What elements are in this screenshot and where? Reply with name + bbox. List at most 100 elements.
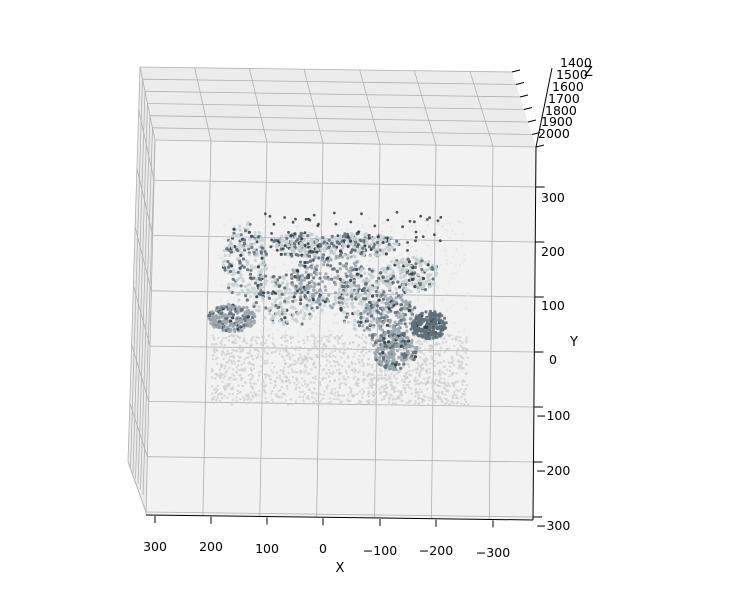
cloud-point [417, 397, 420, 400]
cloud-point [300, 322, 304, 326]
cloud-point [357, 324, 362, 328]
z-tick-label: 2000 [538, 126, 570, 141]
cloud-point [373, 351, 377, 355]
cloud-point [326, 263, 330, 267]
cloud-point [210, 385, 214, 388]
cloud-point [297, 275, 302, 279]
cloud-point [223, 367, 226, 370]
cloud-point [223, 285, 226, 288]
cloud-point [258, 370, 261, 374]
cloud-point [391, 333, 395, 337]
cloud-point [335, 240, 339, 244]
cloud-point [460, 360, 463, 364]
cloud-point [325, 234, 328, 237]
cloud-point [289, 341, 293, 344]
cloud-point [443, 372, 447, 376]
cloud-point [427, 403, 430, 406]
cloud-point [243, 318, 247, 323]
cloud-point [221, 380, 224, 383]
cloud-point [255, 342, 258, 345]
cloud-point [312, 335, 315, 338]
cloud-point [229, 250, 233, 254]
cloud-point [399, 393, 403, 396]
cloud-point [286, 403, 290, 406]
cloud-point [422, 284, 426, 288]
cloud-point [241, 277, 245, 281]
cloud-point [306, 335, 309, 339]
cloud-point [218, 368, 222, 371]
cloud-point [444, 228, 447, 231]
cloud-point [358, 400, 361, 403]
cloud-point [294, 370, 297, 374]
cloud-point [300, 244, 304, 248]
cloud-point [266, 345, 270, 349]
cloud-point [289, 261, 293, 265]
cloud-point [352, 305, 356, 309]
cloud-point [247, 253, 251, 257]
cloud-point [422, 317, 426, 321]
cloud-point [300, 377, 304, 380]
cloud-point [370, 276, 374, 280]
cloud-point [302, 302, 306, 305]
cloud-point [455, 396, 458, 400]
cloud-point [243, 313, 247, 317]
cloud-point [253, 292, 257, 296]
cloud-point [431, 363, 435, 366]
cloud-point [427, 285, 431, 289]
cloud-point [420, 397, 423, 400]
cloud-point [364, 378, 367, 381]
cloud-point [245, 305, 249, 310]
cloud-point [341, 279, 345, 283]
cloud-point [251, 374, 255, 377]
cloud-point [373, 261, 377, 264]
cloud-point [340, 334, 344, 338]
cloud-point [452, 396, 455, 399]
cloud-point [388, 324, 392, 328]
cloud-point [303, 346, 307, 350]
cloud-point [290, 254, 294, 258]
cloud-point [328, 397, 332, 400]
cloud-point [283, 286, 287, 290]
cloud-point [387, 359, 391, 363]
cloud-point [284, 336, 287, 339]
cloud-point [434, 271, 439, 275]
cloud-point [465, 347, 469, 351]
cloud-point [244, 381, 247, 384]
cloud-point [437, 342, 441, 346]
cloud-point [303, 231, 307, 235]
cloud-point [267, 307, 271, 311]
cloud-point [274, 380, 277, 384]
cloud-point [306, 360, 309, 363]
cloud-point [239, 308, 244, 312]
cloud-point [441, 300, 444, 303]
cloud-point [294, 261, 297, 265]
y-tick-label: −200 [536, 463, 570, 478]
cloud-point [394, 274, 397, 277]
cloud-point [333, 387, 337, 391]
cloud-point [227, 299, 230, 302]
cloud-point [443, 382, 446, 385]
cloud-point [423, 219, 426, 222]
cloud-point [380, 293, 384, 297]
cloud-point [436, 350, 439, 353]
y-tick-label: 100 [541, 298, 565, 313]
cloud-point [315, 250, 319, 254]
cloud-point [286, 243, 291, 247]
cloud-point [336, 334, 339, 338]
cloud-point [385, 298, 389, 302]
cloud-point [303, 294, 307, 298]
cloud-point [319, 393, 322, 396]
cloud-point [458, 354, 461, 357]
cloud-point [330, 234, 334, 238]
cloud-point [228, 382, 232, 385]
cloud-point [398, 253, 401, 256]
cloud-point [225, 369, 229, 373]
cloud-point [431, 277, 435, 281]
cloud-point [399, 318, 403, 322]
cloud-point [246, 318, 250, 322]
cloud-point [372, 304, 376, 308]
cloud-point [291, 375, 295, 379]
cloud-point [243, 369, 246, 372]
z-grid-line-left [137, 115, 151, 485]
y-tick-label: 0 [549, 352, 557, 367]
